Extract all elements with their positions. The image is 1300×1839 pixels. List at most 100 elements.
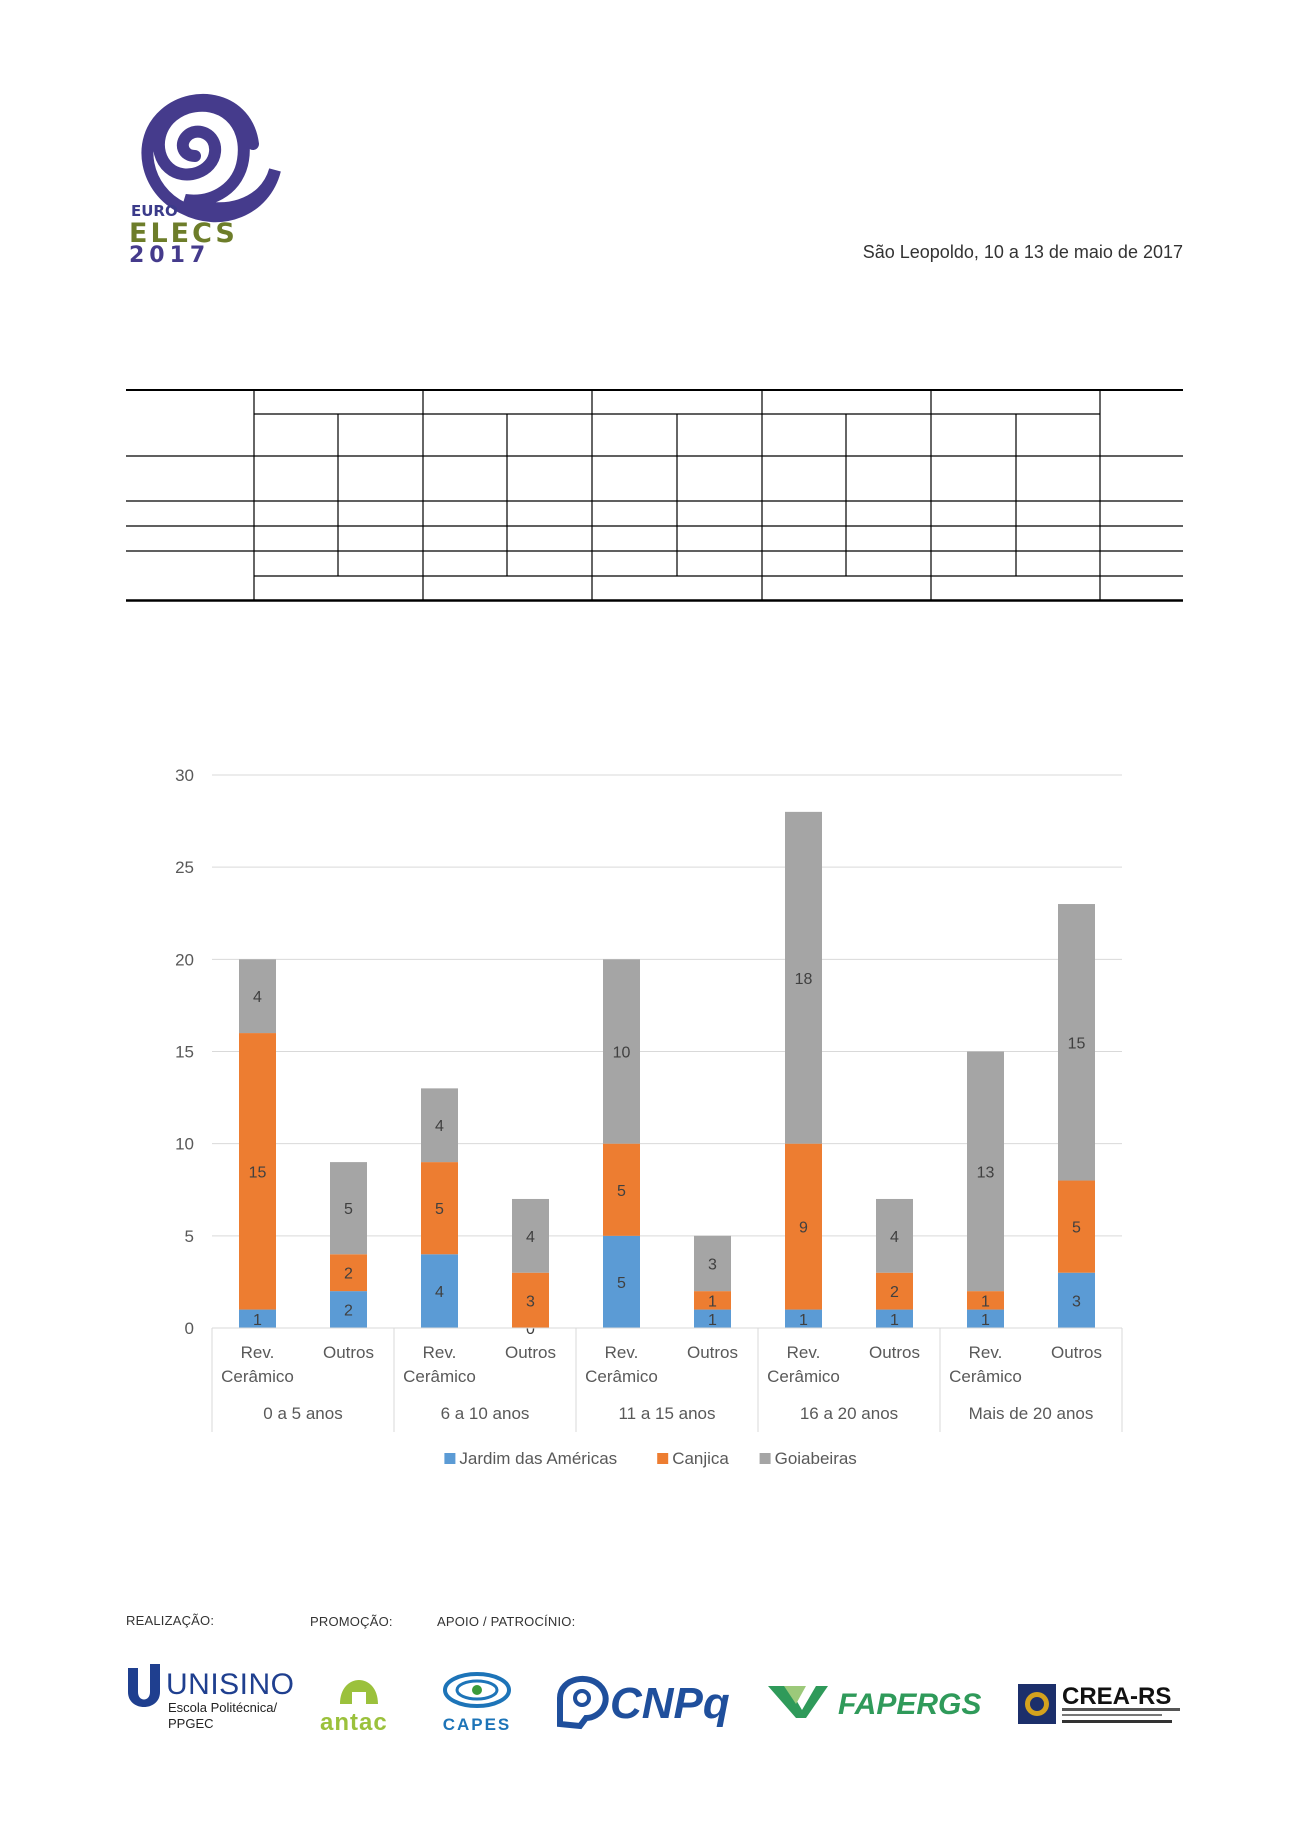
unisinos-sub1: Escola Politécnica/: [168, 1700, 277, 1715]
bar-segment: [694, 1291, 731, 1310]
x-subcategory-label: Cerâmico: [767, 1367, 840, 1386]
logo-year-text: 2017: [129, 243, 210, 263]
data-label: 4: [435, 1284, 444, 1301]
x-subcategory-label: Outros: [505, 1343, 556, 1362]
x-subcategory-label: Rev.: [605, 1343, 639, 1362]
data-label: 15: [249, 1164, 267, 1181]
x-subcategory-label: Rev.: [969, 1343, 1003, 1362]
crea-rs-logo: CREA-RS: [1016, 1680, 1184, 1728]
x-subcategory-label: Cerâmico: [403, 1367, 476, 1386]
unisinos-u-icon: [128, 1664, 160, 1707]
x-group-label: Mais de 20 anos: [969, 1404, 1094, 1423]
data-label: 4: [526, 1229, 535, 1246]
x-group-label: 0 a 5 anos: [263, 1404, 342, 1423]
bar-segment: [967, 1291, 1004, 1310]
crea-text: CREA-RS: [1062, 1683, 1171, 1710]
bar-segment: [512, 1272, 549, 1328]
bar-segment: [239, 959, 276, 1034]
bar-segment: [785, 811, 822, 1144]
data-label: 1: [708, 1312, 717, 1329]
x-subcategory-label: Rev.: [423, 1343, 457, 1362]
data-label: 1: [708, 1293, 717, 1310]
data-label: 2: [344, 1266, 353, 1283]
bar-segment: [1058, 904, 1095, 1181]
legend-swatch: [444, 1453, 456, 1464]
legend-swatch: [657, 1453, 669, 1464]
x-group-label: 6 a 10 anos: [441, 1404, 530, 1423]
unisinos-logo: UNISINOS Escola Politécnica/ PPGEC: [126, 1662, 315, 1732]
legend-entry: Canjica: [672, 1449, 729, 1468]
data-label: 13: [977, 1164, 995, 1181]
x-subcategory-label: Outros: [1051, 1343, 1102, 1362]
bar-segment: [603, 1235, 640, 1328]
x-subcategory-label: Outros: [323, 1343, 374, 1362]
data-label: 9: [799, 1220, 808, 1237]
data-label: 4: [253, 989, 262, 1006]
cnpq-logo: CNPq: [550, 1668, 740, 1730]
x-group-label: 16 a 20 anos: [800, 1404, 898, 1423]
bar-segment: [1058, 1272, 1095, 1328]
logo-elecs-text: ELECS: [129, 218, 238, 249]
bar-segment: [1058, 1180, 1095, 1273]
x-group-label: 11 a 15 anos: [618, 1404, 715, 1423]
data-table-empty: [126, 389, 1183, 602]
antac-text: antac: [320, 1709, 388, 1734]
bar-segment: [785, 1309, 822, 1328]
x-subcategory-label: Rev.: [787, 1343, 821, 1362]
bar-segment: [876, 1309, 913, 1328]
antac-arch-icon: [340, 1680, 378, 1704]
y-tick-label: 20: [175, 950, 194, 969]
cnpq-head-icon: [557, 1676, 609, 1730]
y-tick-label: 0: [185, 1319, 194, 1338]
capes-logo: CAPES: [437, 1660, 517, 1736]
data-label: 5: [617, 1183, 626, 1200]
bar-segment: [421, 1162, 458, 1255]
legend-entry: Goiabeiras: [775, 1449, 857, 1468]
data-label: 5: [1072, 1220, 1081, 1237]
data-label: 15: [1068, 1035, 1086, 1052]
data-label: 2: [344, 1303, 353, 1320]
data-label: 2: [890, 1284, 899, 1301]
bar-segment: [512, 1198, 549, 1273]
stacked-bar-chart: 0 5 10 15 20 25 30 1 15 4 2 2 5 4 5 4 0 3 4 5 5 10 1 1 3 1 9 18 1 2 4 1…: [150, 755, 1140, 1475]
logo-euro-text: EURO: [131, 202, 178, 220]
y-tick-label: 25: [175, 858, 194, 877]
data-label: 4: [890, 1229, 899, 1246]
bar-segment: [330, 1162, 367, 1255]
footer-promocao-label: PROMOÇÃO:: [310, 1614, 393, 1629]
header-date: São Leopoldo, 10 a 13 de maio de 2017: [862, 242, 1183, 262]
antac-logo: antac: [318, 1664, 408, 1736]
data-label: 3: [526, 1293, 535, 1310]
legend-swatch: [759, 1453, 771, 1464]
bar-segment: [421, 1254, 458, 1328]
fapergs-chevron-icon: [768, 1686, 828, 1718]
fapergs-logo: FAPERGS: [766, 1682, 986, 1722]
data-label: 3: [708, 1256, 717, 1273]
bar-segment: [603, 1143, 640, 1236]
capes-dot-icon: [472, 1685, 482, 1695]
bar-segment: [330, 1291, 367, 1328]
bar-segment: [785, 1143, 822, 1310]
bar-segment: [967, 1051, 1004, 1292]
fapergs-text: FAPERGS: [838, 1688, 981, 1721]
x-subcategory-label: Rev.: [241, 1343, 275, 1362]
data-label: 4: [435, 1118, 444, 1135]
bar-segment: [239, 1033, 276, 1310]
bar-segment: [330, 1254, 367, 1292]
bar-segment: [876, 1272, 913, 1310]
footer-realizacao-label: REALIZAÇÃO:: [126, 1613, 215, 1628]
data-label: 1: [981, 1293, 990, 1310]
data-label: 0: [526, 1321, 535, 1338]
x-subcategory-label: Cerâmico: [221, 1367, 294, 1386]
data-label: 5: [617, 1275, 626, 1292]
bar-segment: [694, 1235, 731, 1292]
data-label: 5: [435, 1201, 444, 1218]
y-tick-label: 30: [175, 766, 194, 785]
data-label: 5: [344, 1201, 353, 1218]
footer-apoio-label: APOIO / PATROCÍNIO:: [437, 1614, 576, 1629]
data-label: 1: [253, 1312, 262, 1329]
data-label: 3: [1072, 1293, 1081, 1310]
legend-entry: Jardim das Américas: [459, 1449, 617, 1468]
unisinos-sub2: PPGEC: [168, 1716, 214, 1731]
bar-segment: [421, 1088, 458, 1163]
